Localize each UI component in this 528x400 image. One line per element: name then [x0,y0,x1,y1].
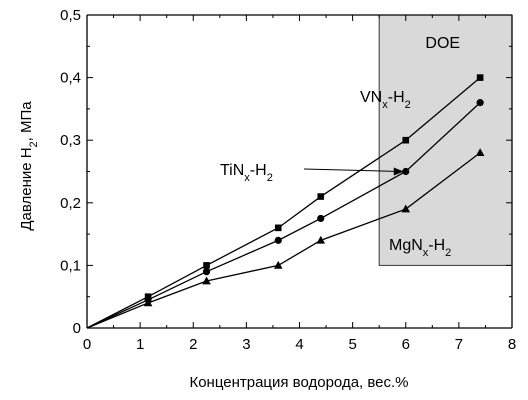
x-tick-label-4: 4 [295,336,303,353]
doe-region-layer [378,14,513,266]
data-point-circle-6 [476,99,484,107]
series-label-mgnx-h2: MgNx-H2 [389,237,451,259]
data-point-square-3 [274,224,282,232]
y-tick-label-1: 0,1 [60,257,81,274]
x-tick-label-0: 0 [83,336,91,353]
y-tick-label-2: 0,2 [60,195,81,212]
series-label-vnx-h2: VNx-H2 [360,89,411,111]
y-axis-title-subscript: 2 [28,141,40,147]
labels-layer: Концентрация водорода, вес.% Давление H2… [18,35,460,391]
y-tick-label-3: 0,3 [60,132,81,149]
y-axis-title-unit: , МПа [18,101,35,142]
data-point-triangle-6 [475,148,485,157]
x-tick-label-6: 6 [402,336,410,353]
series-label-sub-2: 2 [405,99,411,111]
series-label-tail: -H [428,237,445,254]
data-point-triangle-3 [273,260,283,269]
data-point-circle-3 [274,236,282,244]
series-label-sub-2: 2 [267,172,273,184]
data-point-square-4 [317,193,325,200]
x-tick-label-7: 7 [455,336,463,353]
axes-layer: 0 1 2 3 4 5 6 7 8 0 0,1 0,2 0,3 0,4 0,5 [60,7,516,353]
series-label-sub-x: x [244,172,250,184]
x-tick-label-8: 8 [508,336,516,353]
series-label-sub-x: x [423,247,429,259]
tinx-h2-arrowhead [393,167,404,176]
data-point-circle-4 [317,214,325,223]
doe-region-label: DOE [425,35,460,52]
y-tick-label-4: 0,4 [60,70,81,87]
x-tick-label-2: 2 [189,336,197,353]
y-axis-title-text: Давление H [18,147,35,230]
data-point-circle-2 [202,268,211,276]
series-label-sub-x: x [382,99,388,111]
doe-region [378,14,513,266]
x-tick-label-3: 3 [242,336,250,353]
x-tick-label-5: 5 [348,336,356,353]
series-label-tinx-h2: TiNx-H2 [220,162,273,184]
series-layer [86,74,485,329]
data-point-square-2 [203,262,210,269]
tinx-h2-arrow-line [303,168,400,172]
y-tick-label-0: 0 [73,320,81,337]
data-point-triangle-5 [401,204,411,213]
data-point-square-5 [402,136,410,144]
data-point-triangle-1 [143,298,153,307]
series-label-sub-2: 2 [445,247,451,259]
y-tick-label-5: 0,5 [60,7,81,24]
data-point-triangle-2 [202,276,211,285]
data-point-square-6 [476,74,484,81]
series-label-base: TiN [220,162,244,179]
y-axis-title: Давление H2, МПа [18,101,40,231]
x-tick-label-1: 1 [136,336,144,353]
data-point-triangle-4 [316,235,326,244]
data-point-circle-5 [402,167,410,176]
series-label-base: MgN [389,237,423,254]
series-label-tail: -H [250,162,267,179]
x-axis-title: Концентрация водорода, вес.% [189,374,408,391]
series-label-tail: -H [388,89,405,106]
series-label-base: VN [360,89,382,106]
